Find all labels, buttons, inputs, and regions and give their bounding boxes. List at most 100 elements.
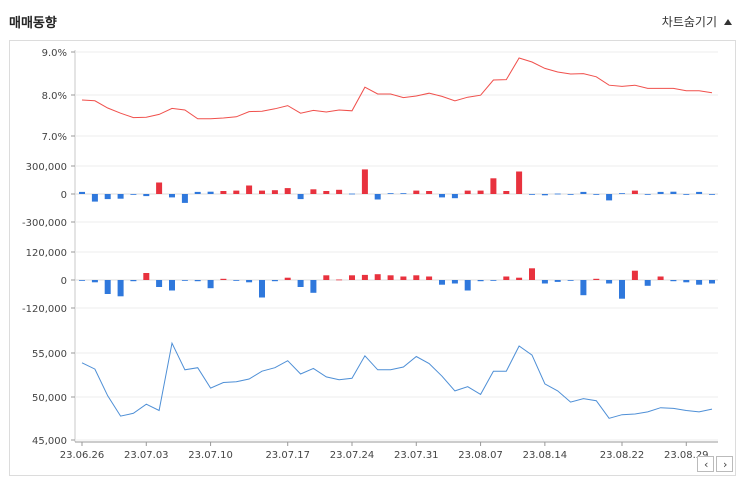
x-tick-label: 23.08.29 bbox=[664, 450, 709, 461]
chart-panel bbox=[9, 40, 736, 476]
bar-institution bbox=[271, 190, 278, 194]
bar-foreign bbox=[349, 275, 355, 280]
bar-institution bbox=[490, 178, 497, 194]
y-tick-label: 300,000 bbox=[26, 162, 67, 173]
bar-foreign bbox=[631, 270, 638, 280]
bar-institution bbox=[220, 191, 227, 194]
y-tick-label: 50,000 bbox=[32, 393, 67, 404]
bar-foreign bbox=[207, 280, 214, 289]
bar-institution bbox=[657, 191, 664, 194]
chart-prev-button[interactable]: ‹ bbox=[697, 456, 714, 472]
bar-foreign bbox=[220, 278, 227, 280]
bar-institution bbox=[361, 169, 368, 194]
bar-institution bbox=[323, 191, 330, 194]
bar-foreign bbox=[619, 280, 625, 299]
bar-institution bbox=[143, 194, 150, 197]
bar-foreign bbox=[567, 280, 574, 281]
x-tick-label: 23.07.17 bbox=[265, 450, 310, 461]
bar-foreign bbox=[541, 280, 548, 284]
bar-foreign bbox=[696, 280, 703, 285]
bar-foreign bbox=[361, 274, 368, 280]
hide-chart-toggle[interactable]: 차트숨기기 bbox=[662, 13, 732, 30]
bar-institution bbox=[194, 191, 201, 194]
bar-foreign bbox=[323, 275, 330, 280]
bar-institution bbox=[529, 194, 535, 195]
bar-foreign bbox=[336, 279, 343, 281]
series-line-price bbox=[81, 341, 713, 419]
bar-institution bbox=[310, 189, 317, 194]
bar-institution bbox=[336, 189, 343, 194]
bar-foreign bbox=[79, 280, 85, 281]
bar-institution bbox=[567, 194, 574, 195]
bar-foreign bbox=[516, 277, 523, 280]
bar-foreign bbox=[117, 280, 124, 297]
bar-institution bbox=[284, 188, 291, 194]
bar-institution bbox=[259, 190, 265, 194]
bar-institution bbox=[117, 194, 124, 199]
y-tick-label: 9.0% bbox=[42, 48, 67, 59]
bar-institution bbox=[516, 171, 523, 194]
x-tick-label: 23.07.10 bbox=[188, 450, 233, 461]
bar-foreign bbox=[554, 280, 561, 282]
y-tick-label: -120,000 bbox=[22, 304, 67, 315]
bar-institution bbox=[439, 194, 445, 198]
bar-institution bbox=[554, 193, 561, 195]
x-tick-label: 23.06.26 bbox=[60, 450, 105, 461]
chart-next-button[interactable]: › bbox=[716, 456, 733, 472]
bar-institution bbox=[130, 194, 137, 195]
bar-foreign bbox=[181, 280, 188, 281]
bar-foreign bbox=[477, 280, 484, 282]
bar-foreign bbox=[683, 280, 690, 283]
bar-institution bbox=[246, 185, 253, 194]
bar-institution bbox=[606, 194, 613, 201]
caret-up-icon bbox=[724, 18, 732, 25]
x-tick-label: 23.08.07 bbox=[458, 450, 503, 461]
section-header: 매매동향 차트숨기기 bbox=[0, 0, 745, 40]
bar-foreign bbox=[606, 280, 613, 284]
bar-institution bbox=[374, 194, 381, 200]
bar-institution bbox=[644, 194, 651, 195]
bar-foreign bbox=[284, 277, 291, 280]
bar-institution bbox=[696, 191, 703, 194]
bar-institution bbox=[683, 194, 690, 195]
bar-foreign bbox=[194, 280, 201, 282]
bar-foreign bbox=[169, 280, 175, 291]
bar-foreign bbox=[644, 280, 651, 286]
bar-foreign bbox=[246, 280, 253, 283]
bar-institution bbox=[387, 193, 394, 194]
y-tick-label: -300,000 bbox=[22, 218, 67, 229]
bar-foreign bbox=[490, 280, 497, 281]
bar-institution bbox=[593, 194, 600, 195]
bar-foreign bbox=[104, 280, 111, 294]
bar-foreign bbox=[580, 280, 587, 296]
bar-institution bbox=[169, 194, 175, 198]
bar-foreign bbox=[464, 280, 471, 291]
bar-foreign bbox=[233, 280, 240, 281]
bar-institution bbox=[451, 194, 458, 199]
bar-foreign bbox=[271, 280, 278, 282]
y-tick-label: 45,000 bbox=[32, 436, 67, 447]
bar-institution bbox=[297, 194, 304, 200]
bar-institution bbox=[619, 193, 625, 194]
series-line-foreign_ratio bbox=[81, 57, 713, 120]
y-tick-label: 55,000 bbox=[32, 349, 67, 360]
bar-institution bbox=[477, 190, 484, 194]
bar-institution bbox=[79, 191, 85, 194]
bar-foreign bbox=[387, 275, 394, 280]
y-tick-label: 0 bbox=[61, 190, 67, 201]
hide-chart-label: 차트숨기기 bbox=[661, 15, 717, 29]
bar-institution bbox=[91, 194, 98, 202]
bar-institution bbox=[670, 191, 677, 194]
x-tick-label: 23.07.31 bbox=[394, 450, 439, 461]
bar-foreign bbox=[503, 276, 510, 280]
bar-foreign bbox=[400, 276, 407, 280]
bar-foreign bbox=[593, 278, 600, 280]
bar-foreign bbox=[91, 280, 98, 283]
y-tick-label: 7.0% bbox=[42, 132, 67, 143]
x-tick-label: 23.08.22 bbox=[600, 450, 645, 461]
y-tick-label: 120,000 bbox=[26, 248, 67, 259]
bar-foreign bbox=[426, 276, 433, 280]
bar-institution bbox=[104, 194, 111, 200]
bar-foreign bbox=[529, 268, 535, 280]
bar-foreign bbox=[143, 273, 150, 280]
